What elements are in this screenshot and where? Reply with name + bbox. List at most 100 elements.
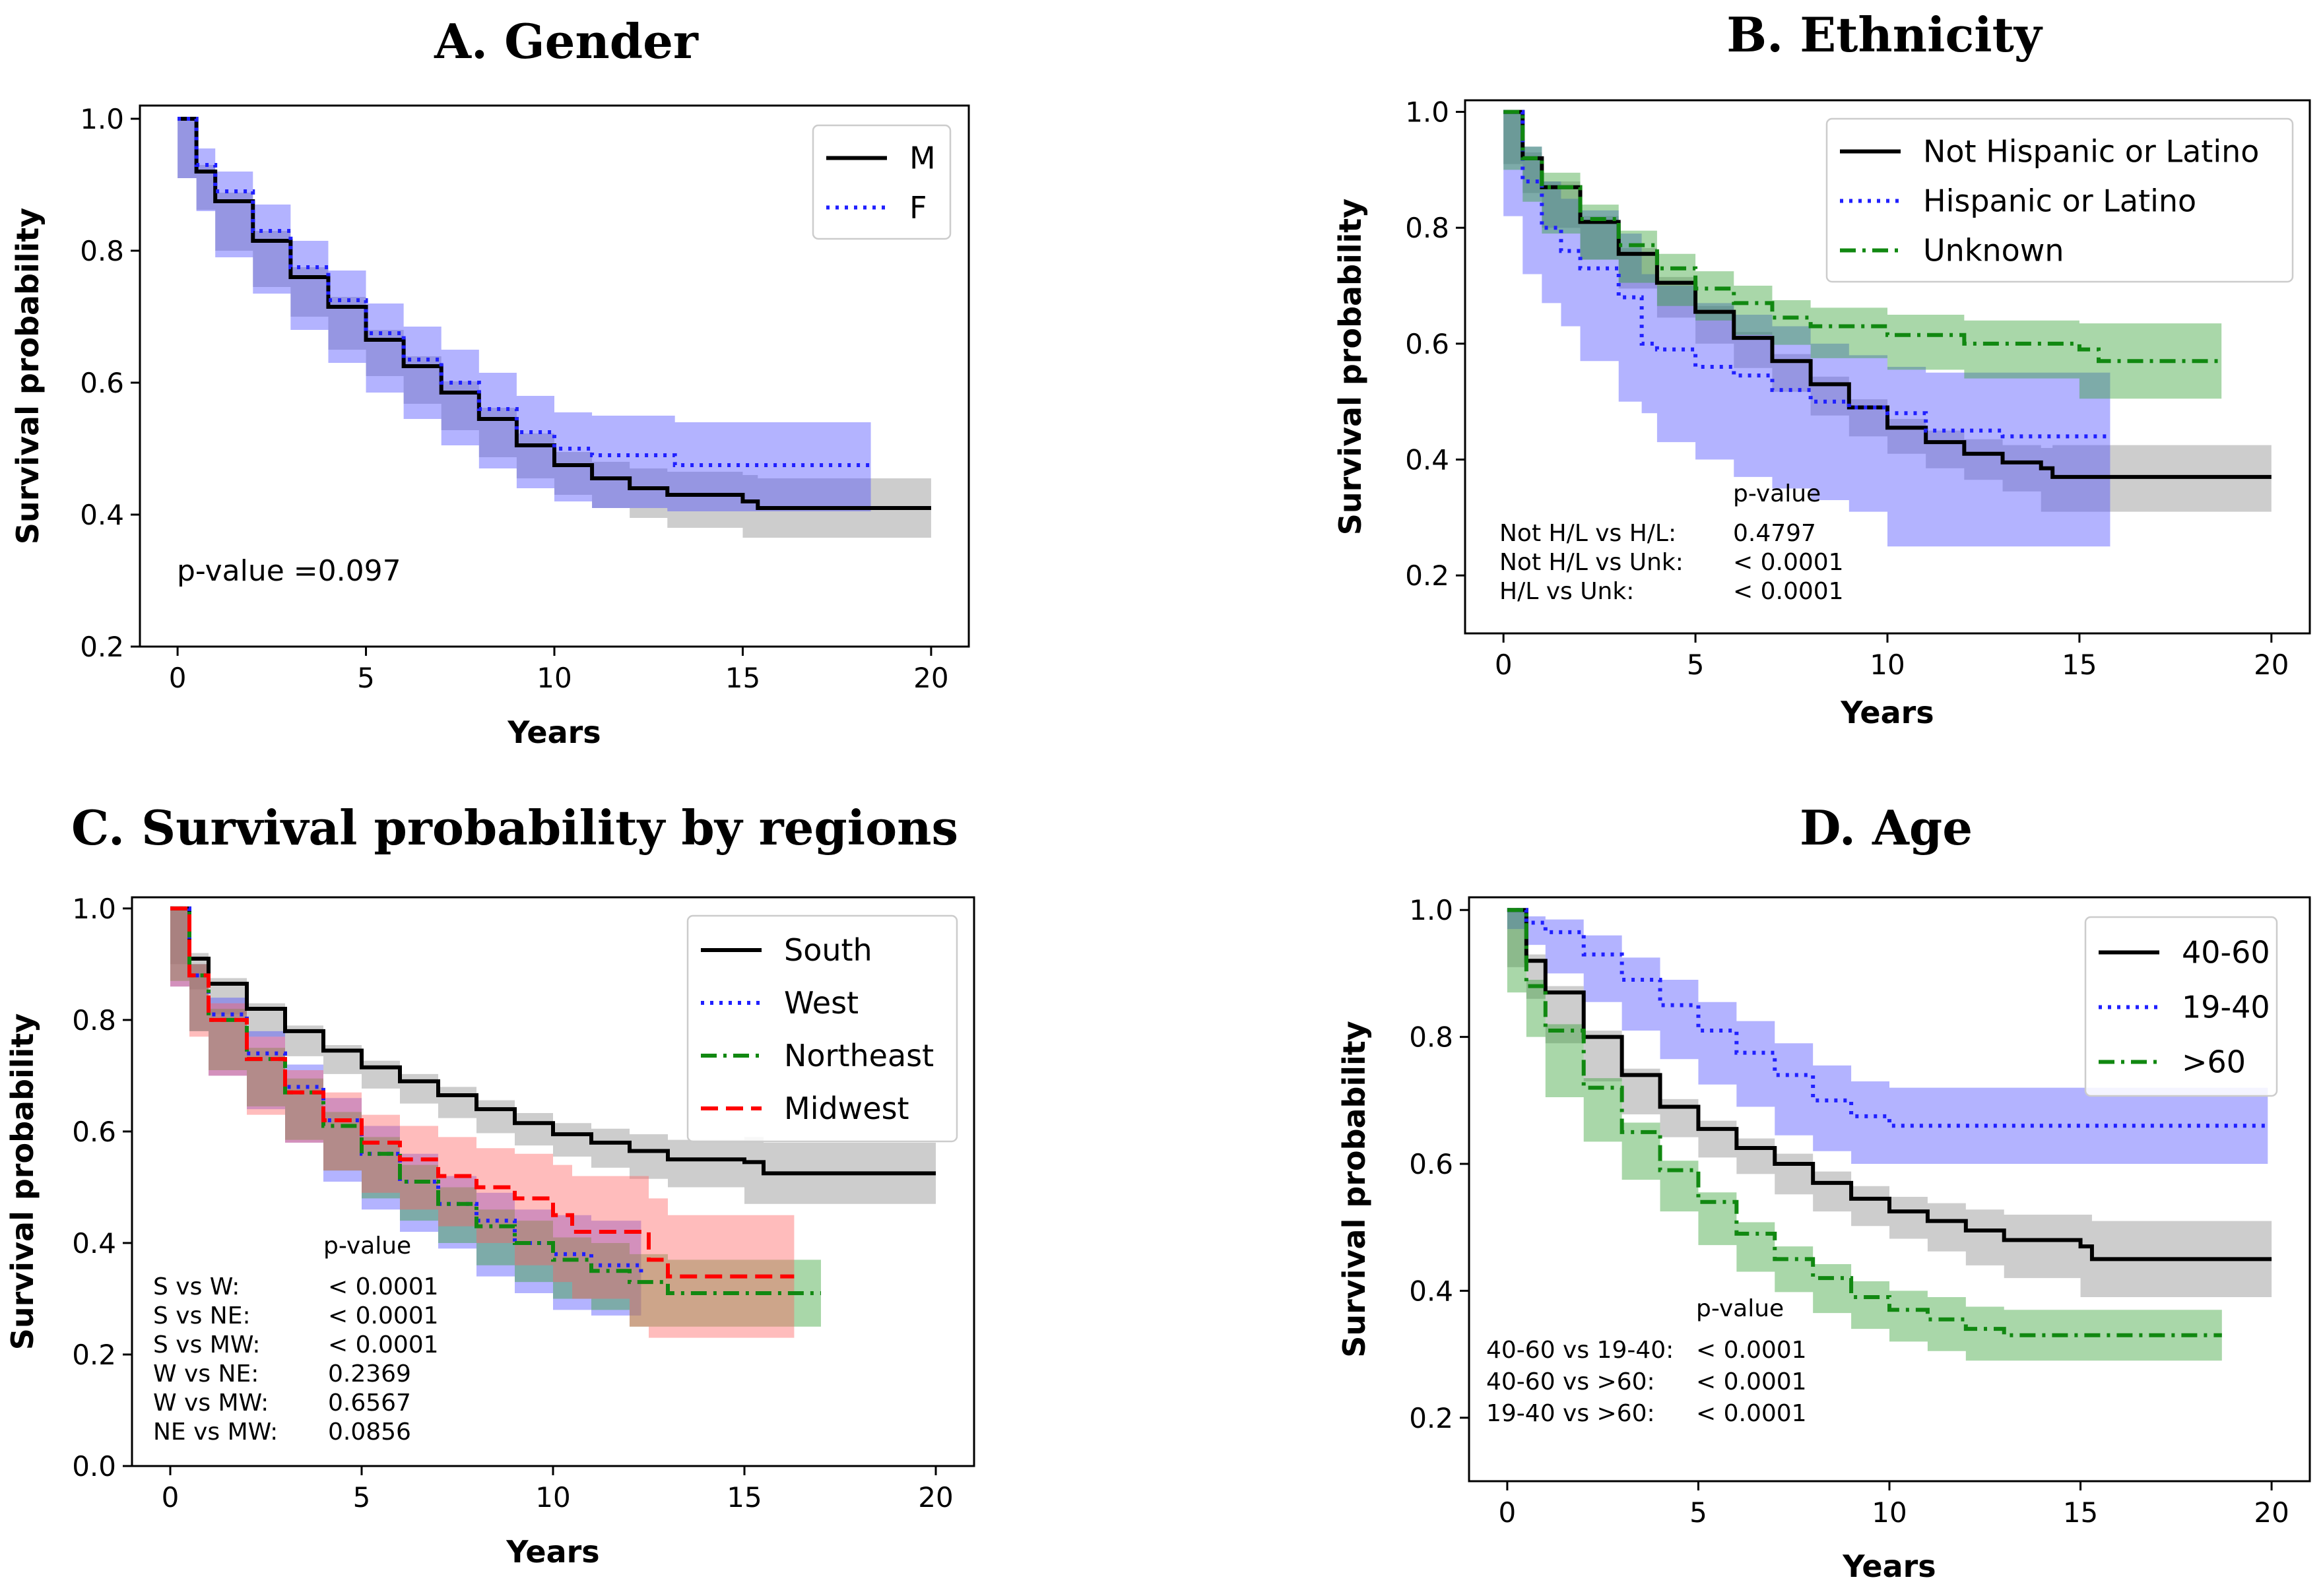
- legend-label: Not Hispanic or Latino: [1923, 134, 2259, 170]
- p-value-row-value: < 0.0001: [1696, 1400, 1807, 1427]
- y-tick-label: 0.8: [1409, 1021, 1453, 1054]
- x-tick-label: 20: [2254, 649, 2289, 681]
- legend-box: [1825, 117, 2294, 283]
- p-value-row-value: 0.0856: [328, 1419, 411, 1446]
- x-tick-label: 5: [353, 1481, 371, 1514]
- x-tick-label: 15: [725, 662, 760, 694]
- y-tick-label: 0.2: [72, 1339, 116, 1371]
- y-tick-label: 0.6: [1409, 1148, 1453, 1180]
- p-value-header: p-value: [323, 1232, 411, 1260]
- panel-d: D. Age 0 5 10 15 20 0.2 0.4 0.6 0.8 1.0 Years Surviv…: [1336, 800, 2311, 1584]
- x-tick-label: 20: [913, 662, 948, 694]
- legend-label: Northeast: [784, 1038, 934, 1073]
- y-tick-label: 0.8: [80, 235, 124, 267]
- legend-label: >60: [2182, 1044, 2246, 1080]
- p-value-row-label: H/L vs Unk:: [1499, 578, 1634, 605]
- panel-title: A. Gender: [434, 13, 699, 69]
- ci-band-not-hispanic-or-latino: [1503, 112, 2272, 512]
- legend-label: 40-60: [2182, 935, 2270, 971]
- legend-label: 19-40: [2182, 990, 2270, 1025]
- legend-label: Unknown: [1923, 233, 2064, 269]
- y-tick-label: 0.8: [72, 1004, 116, 1037]
- p-value-row-value: 0.6567: [328, 1389, 411, 1417]
- y-tick-label: 1.0: [1409, 894, 1453, 926]
- y-tick-label: 0.4: [1409, 1275, 1453, 1307]
- y-tick-label: 0.4: [1405, 444, 1449, 476]
- x-tick-label: 10: [1870, 649, 1905, 681]
- survival-line-60: [1507, 908, 2222, 1337]
- panel-c: C. Survival probability by regions 0 5 10 15…: [5, 800, 975, 1570]
- p-value-row-label: 40-60 vs >60:: [1486, 1368, 1655, 1395]
- panel-a: A. Gender 0 5 10 15 20 0.2 0.4 0.6 0.8 1.0 Years Sur…: [10, 13, 970, 750]
- y-axis-label: Survival probability: [5, 1013, 40, 1351]
- x-tick-label: 5: [357, 662, 375, 694]
- p-value-row-label: S vs NE:: [153, 1302, 251, 1329]
- x-axis-label: Years: [507, 715, 601, 750]
- ci-band-unknown: [1503, 112, 2222, 399]
- legend-box: [812, 124, 952, 240]
- p-value-row-value: < 0.0001: [1733, 578, 1844, 605]
- p-value-row-label: W vs MW:: [153, 1389, 269, 1417]
- p-value-row-value: < 0.0001: [328, 1331, 439, 1358]
- x-tick-label: 15: [2062, 649, 2097, 681]
- y-tick-label: 0.4: [80, 499, 124, 531]
- survival-line-south: [170, 906, 936, 1176]
- legend-box: [2084, 916, 2278, 1097]
- p-value-header: p-value: [1696, 1295, 1784, 1322]
- y-tick-label: 1.0: [1405, 96, 1449, 129]
- y-tick-label: 0.8: [1405, 212, 1449, 244]
- x-tick-label: 10: [1872, 1496, 1907, 1529]
- p-value-row-label: Not H/L vs Unk:: [1499, 549, 1684, 576]
- x-tick-label: 0: [1499, 1496, 1517, 1529]
- y-tick-label: 0.2: [80, 631, 124, 663]
- y-tick-label: 0.2: [1409, 1402, 1453, 1434]
- x-tick-label: 10: [535, 1481, 570, 1514]
- legend-label: Hispanic or Latino: [1923, 183, 2196, 219]
- panel-b: B. Ethnicity 0 5 10 15 20 0.2 0.4 0.6 0.8 1.0 Years…: [1332, 7, 2311, 730]
- x-tick-label: 20: [2254, 1496, 2289, 1529]
- x-tick-label: 15: [2063, 1496, 2098, 1529]
- survival-line-northeast: [170, 906, 821, 1296]
- p-value-row-label: W vs NE:: [153, 1360, 259, 1388]
- x-tick-label: 5: [1687, 649, 1705, 681]
- ci-band-19-40: [1507, 910, 2268, 1165]
- p-value-row-value: 0.2369: [328, 1360, 411, 1388]
- panel-title: B. Ethnicity: [1726, 7, 2043, 63]
- ci-band-60: [1507, 910, 2222, 1361]
- ci-band-northeast: [170, 908, 821, 1327]
- y-axis-label: Survival probability: [1332, 199, 1368, 536]
- p-value-row-value: < 0.0001: [328, 1273, 439, 1300]
- p-value-row-value: < 0.0001: [1696, 1368, 1807, 1395]
- p-value-row-label: 19-40 vs >60:: [1486, 1400, 1655, 1427]
- y-tick-label: 0.6: [72, 1116, 116, 1148]
- survival-line-40-60: [1507, 908, 2272, 1261]
- p-value-row-label: Not H/L vs H/L:: [1499, 520, 1676, 547]
- x-tick-label: 0: [162, 1481, 180, 1514]
- panel-title: D. Age: [1800, 800, 1973, 856]
- x-tick-label: 10: [537, 662, 572, 694]
- ci-band-hispanic-or-latino: [1503, 112, 2110, 547]
- p-value-row-label: 40-60 vs 19-40:: [1486, 1337, 1674, 1364]
- p-value-row-value: 0.4797: [1733, 520, 1816, 547]
- x-tick-label: 0: [169, 662, 187, 694]
- legend-label: Midwest: [784, 1091, 909, 1126]
- y-tick-label: 0.0: [72, 1450, 116, 1483]
- legend-label: M: [909, 141, 936, 176]
- y-axis-label: Survival probability: [1336, 1021, 1372, 1358]
- legend-label: West: [784, 985, 859, 1021]
- x-tick-label: 20: [918, 1481, 953, 1514]
- p-value-row-value: < 0.0001: [328, 1302, 439, 1329]
- x-tick-label: 15: [727, 1481, 762, 1514]
- ci-band-f: [178, 119, 871, 511]
- panel-title: C. Survival probability by regions: [71, 800, 958, 856]
- y-tick-label: 0.6: [80, 367, 124, 399]
- y-tick-label: 0.4: [72, 1227, 116, 1260]
- p-value-header: p-value: [1733, 480, 1821, 507]
- y-axis-label: Survival probability: [10, 208, 46, 545]
- p-value-row-value: < 0.0001: [1733, 549, 1844, 576]
- y-tick-label: 0.6: [1405, 328, 1449, 360]
- legend-box: [686, 914, 958, 1143]
- ci-band-west: [170, 908, 641, 1316]
- p-value-row-label: NE vs MW:: [153, 1419, 278, 1446]
